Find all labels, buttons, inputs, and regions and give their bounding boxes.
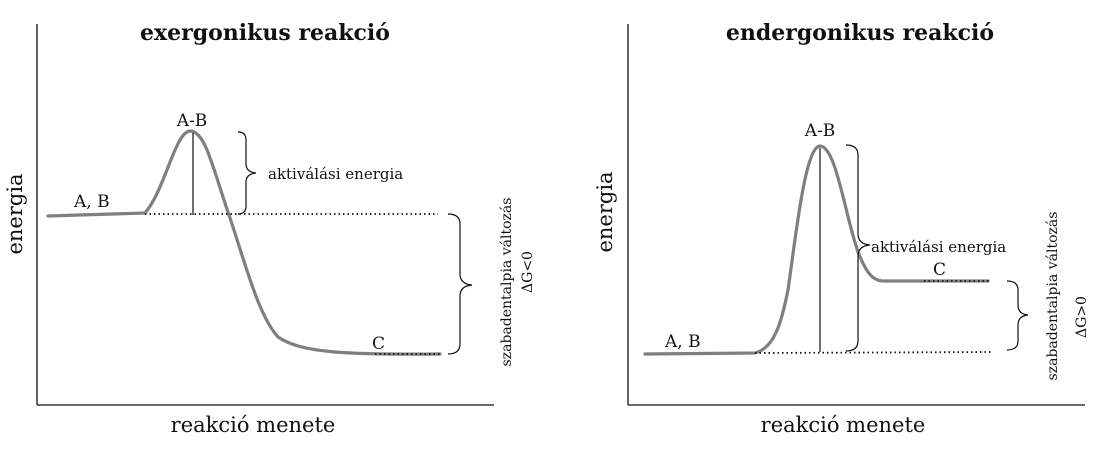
y-axis-label: energia	[593, 171, 617, 252]
energy-curve	[46, 129, 442, 356]
product-label: C	[933, 260, 946, 280]
panel-title: exergonikus reakció	[140, 20, 390, 46]
transition-state-label: A-B	[176, 111, 208, 131]
reactant-label: A, B	[664, 332, 701, 352]
y-axis-label: energia	[3, 173, 27, 254]
transition-state-label: A-B	[804, 121, 836, 141]
exergonic-panel: exergonikus reakció energia reakció mene…	[3, 20, 536, 437]
x-axis-label: reakció menete	[761, 413, 926, 437]
activation-brace	[845, 144, 871, 352]
reactant-level-line	[754, 351, 993, 354]
free-energy-brace	[1006, 280, 1029, 351]
activation-brace	[237, 131, 257, 215]
free-energy-brace	[447, 213, 473, 355]
activation-energy-label: aktiválási energia	[268, 165, 403, 183]
panel-title: endergonikus reakció	[726, 20, 994, 46]
x-axis-label: reakció menete	[171, 413, 336, 437]
delta-g-label: ΔG>0	[1074, 296, 1090, 338]
product-label: C	[372, 334, 385, 354]
delta-g-label: ΔG<0	[520, 251, 536, 293]
reactant-label: A, B	[73, 192, 110, 212]
energy-curve	[643, 144, 990, 356]
free-energy-label: szabadentalpia változás	[499, 198, 515, 367]
activation-energy-label: aktiválási energia	[871, 238, 1006, 256]
endergonic-panel: endergonikus reakció energia reakció men…	[593, 20, 1090, 437]
free-energy-label: szabadentalpia változás	[1045, 212, 1061, 381]
